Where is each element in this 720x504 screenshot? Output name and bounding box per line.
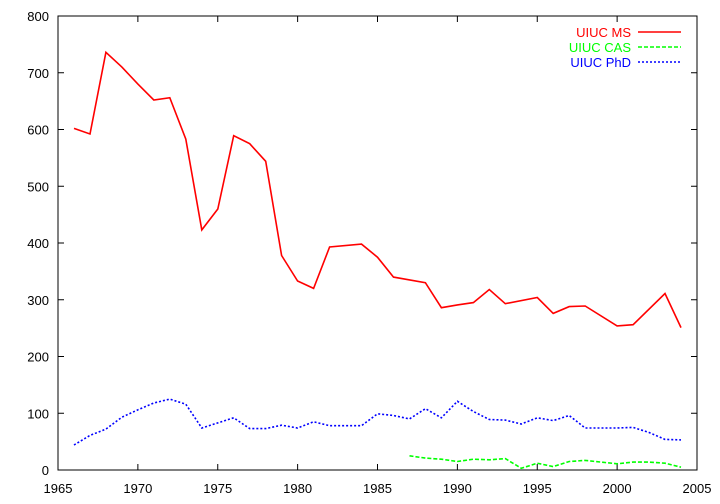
legend-entry: UIUC MS — [576, 25, 681, 40]
y-tick-label: 600 — [27, 123, 49, 138]
x-tick-label: 2005 — [683, 481, 712, 496]
series-uiuc-ms — [73, 50, 682, 328]
y-tick-label: 200 — [27, 350, 49, 365]
x-tick-label: 1980 — [283, 481, 312, 496]
y-tick-label: 300 — [27, 293, 49, 308]
series-lines — [73, 50, 682, 470]
y-tick-label: 700 — [27, 66, 49, 81]
series-line — [409, 455, 682, 470]
x-tick-label: 2000 — [603, 481, 632, 496]
x-tick-label: 1970 — [123, 481, 152, 496]
x-tick-label: 1965 — [44, 481, 73, 496]
axes: 1965 1970 1975 1980 1985 1990 1995 2000 2005 0 100… — [27, 9, 711, 496]
x-tick-label: 1975 — [203, 481, 232, 496]
legend-entry: UIUC PhD — [570, 55, 681, 70]
x-tick-label: 1985 — [363, 481, 392, 496]
y-tick-label: 100 — [27, 406, 49, 421]
series-line — [73, 398, 682, 446]
legend-label: UIUC MS — [576, 25, 631, 40]
y-tick-label: 800 — [27, 9, 49, 24]
y-tick-label: 0 — [42, 463, 49, 478]
y-tick-label: 500 — [27, 179, 49, 194]
legend-entry: UIUC CAS — [569, 40, 681, 55]
series-uiuc-phd — [73, 398, 682, 446]
x-tick-label: 1995 — [523, 481, 552, 496]
y-tick-label: 400 — [27, 236, 49, 251]
series-uiuc-cas — [409, 455, 682, 470]
x-tick-label: 1990 — [443, 481, 472, 496]
series-line — [73, 50, 682, 328]
legend-label: UIUC CAS — [569, 40, 631, 55]
legend-label: UIUC PhD — [570, 55, 631, 70]
